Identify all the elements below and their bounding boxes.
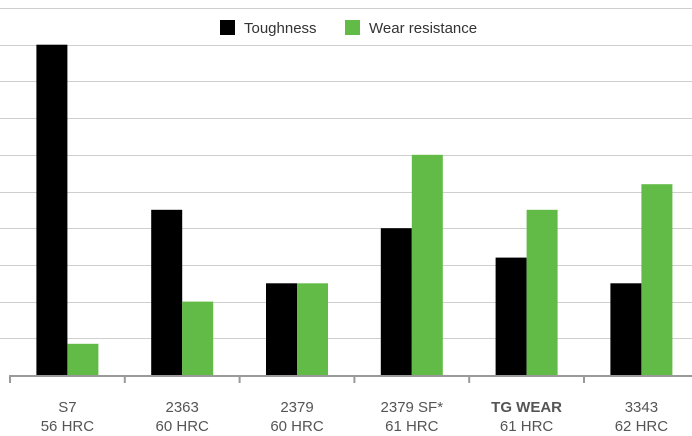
gridlines xyxy=(0,8,692,339)
bars xyxy=(36,44,673,376)
x-tick-label: 2379 SF* xyxy=(381,399,444,416)
x-tick-label: 3343 xyxy=(625,399,658,416)
x-axis xyxy=(9,375,692,383)
x-tick-sublabel: 60 HRC xyxy=(156,418,210,435)
legend-item: Toughness xyxy=(220,20,317,37)
bar-wear-resistance-3343 xyxy=(641,184,673,375)
legend-swatch xyxy=(345,20,360,35)
bar-wear-resistance-tg-wear xyxy=(526,209,558,375)
x-tick-label: TG WEAR xyxy=(491,399,562,416)
x-tick-label: 2363 xyxy=(166,399,199,416)
bar-toughness-tg-wear xyxy=(495,257,527,375)
legend: Toughness Wear resistance xyxy=(220,20,477,37)
x-tick-sublabel: 60 HRC xyxy=(270,418,324,435)
x-tick-labels: S7 56 HRC 2363 60 HRC 2379 60 HRC 2379 SF* 61 H… xyxy=(41,399,669,435)
x-tick-sublabel: 62 HRC xyxy=(615,418,669,435)
x-tick-sublabel: 61 HRC xyxy=(385,418,439,435)
bar-wear-resistance-2363 xyxy=(182,301,214,375)
bar-wear-resistance-2379-sf- xyxy=(411,154,443,375)
legend-label: Wear resistance xyxy=(369,20,477,37)
bar-toughness-2379-sf- xyxy=(380,228,412,375)
bar-toughness-2379 xyxy=(266,283,297,376)
bar-toughness-2363 xyxy=(151,209,183,375)
bar-toughness-s7 xyxy=(36,44,68,375)
bar-wear-resistance-s7 xyxy=(67,343,99,375)
x-tick-sublabel: 56 HRC xyxy=(41,418,95,435)
x-tick-sublabel: 61 HRC xyxy=(500,418,554,435)
legend-item: Wear resistance xyxy=(345,20,477,37)
legend-label: Toughness xyxy=(244,20,317,37)
bar-wear-resistance-2379 xyxy=(297,283,328,376)
x-tick-label: 2379 xyxy=(280,399,313,416)
x-tick-label: S7 xyxy=(58,399,76,416)
bar-toughness-3343 xyxy=(610,283,642,376)
legend-swatch xyxy=(220,20,235,35)
